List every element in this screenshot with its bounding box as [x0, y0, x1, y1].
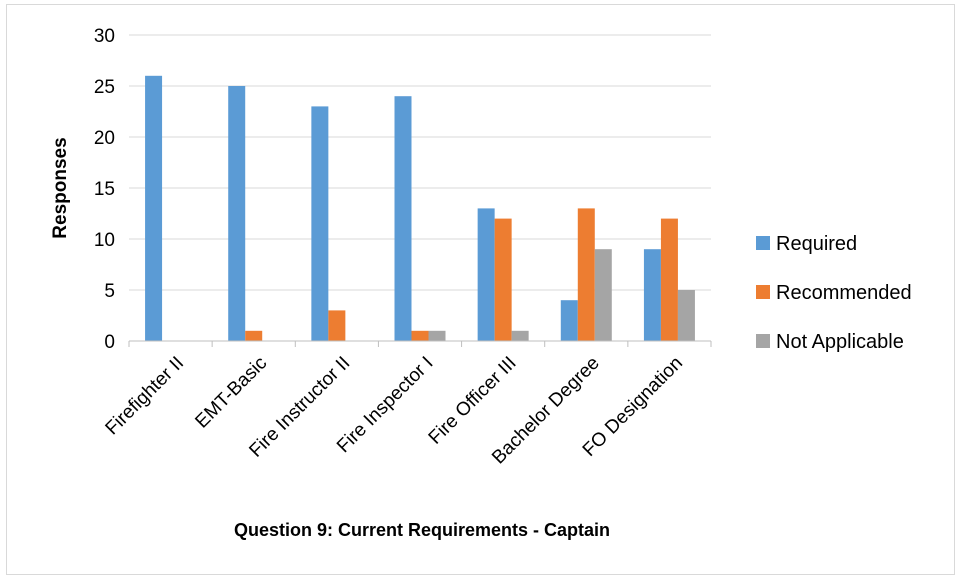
- legend-label: Required: [776, 233, 857, 255]
- gridlines: [129, 34, 711, 291]
- y-tick-label: 15: [94, 179, 115, 200]
- x-tick-label: EMT-Basic: [191, 353, 271, 433]
- legend-swatch: [756, 285, 770, 299]
- y-axis-ticks: 0 5 10 15 20 25 30: [94, 26, 115, 353]
- y-tick-label: 5: [104, 281, 115, 302]
- legend: Required Recommended Not Applicable: [756, 233, 912, 353]
- bar: [245, 330, 263, 341]
- bar: [677, 290, 695, 341]
- y-tick-label: 0: [104, 332, 115, 353]
- bar: [311, 106, 329, 342]
- bar: [560, 300, 578, 341]
- y-tick-label: 10: [94, 230, 115, 251]
- y-tick-label: 20: [94, 128, 115, 149]
- y-tick-label: 30: [94, 26, 115, 47]
- bar: [594, 249, 612, 341]
- x-tick-label: Firefighter II: [102, 353, 189, 440]
- legend-swatch: [756, 236, 770, 250]
- legend-label: Not Applicable: [776, 331, 904, 353]
- bar: [394, 96, 412, 341]
- legend-label: Recommended: [776, 282, 912, 304]
- chart-frame: [6, 4, 955, 575]
- x-axis: [128, 340, 712, 347]
- y-axis-label: Responses: [50, 137, 71, 238]
- bar: [643, 249, 661, 341]
- bars: [145, 75, 695, 342]
- bar: [145, 75, 163, 342]
- bar: [328, 310, 346, 341]
- bar: [477, 208, 495, 341]
- legend-swatch: [756, 334, 770, 348]
- bar: [511, 330, 529, 341]
- bar: [577, 208, 595, 341]
- bar: [228, 86, 246, 341]
- y-tick-label: 25: [94, 77, 115, 98]
- bar: [660, 218, 678, 341]
- bar: [428, 330, 446, 341]
- bar: [494, 218, 512, 341]
- x-axis-label: Question 9: Current Requirements - Capta…: [234, 520, 610, 540]
- bar: [411, 330, 429, 341]
